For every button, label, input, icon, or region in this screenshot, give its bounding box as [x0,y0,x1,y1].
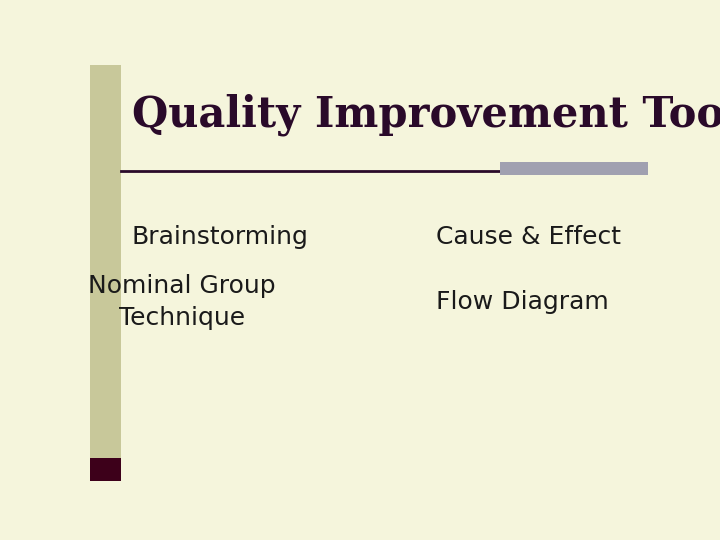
Text: Nominal Group
Technique: Nominal Group Technique [89,274,276,329]
Bar [90,65,121,481]
Bar [90,458,121,481]
Bar [500,161,648,175]
Text: Flow Diagram: Flow Diagram [436,290,608,314]
Text: Quality Improvement Tools: Quality Improvement Tools [132,93,720,136]
Text: Brainstorming: Brainstorming [132,225,309,249]
Text: Cause & Effect: Cause & Effect [436,225,621,249]
